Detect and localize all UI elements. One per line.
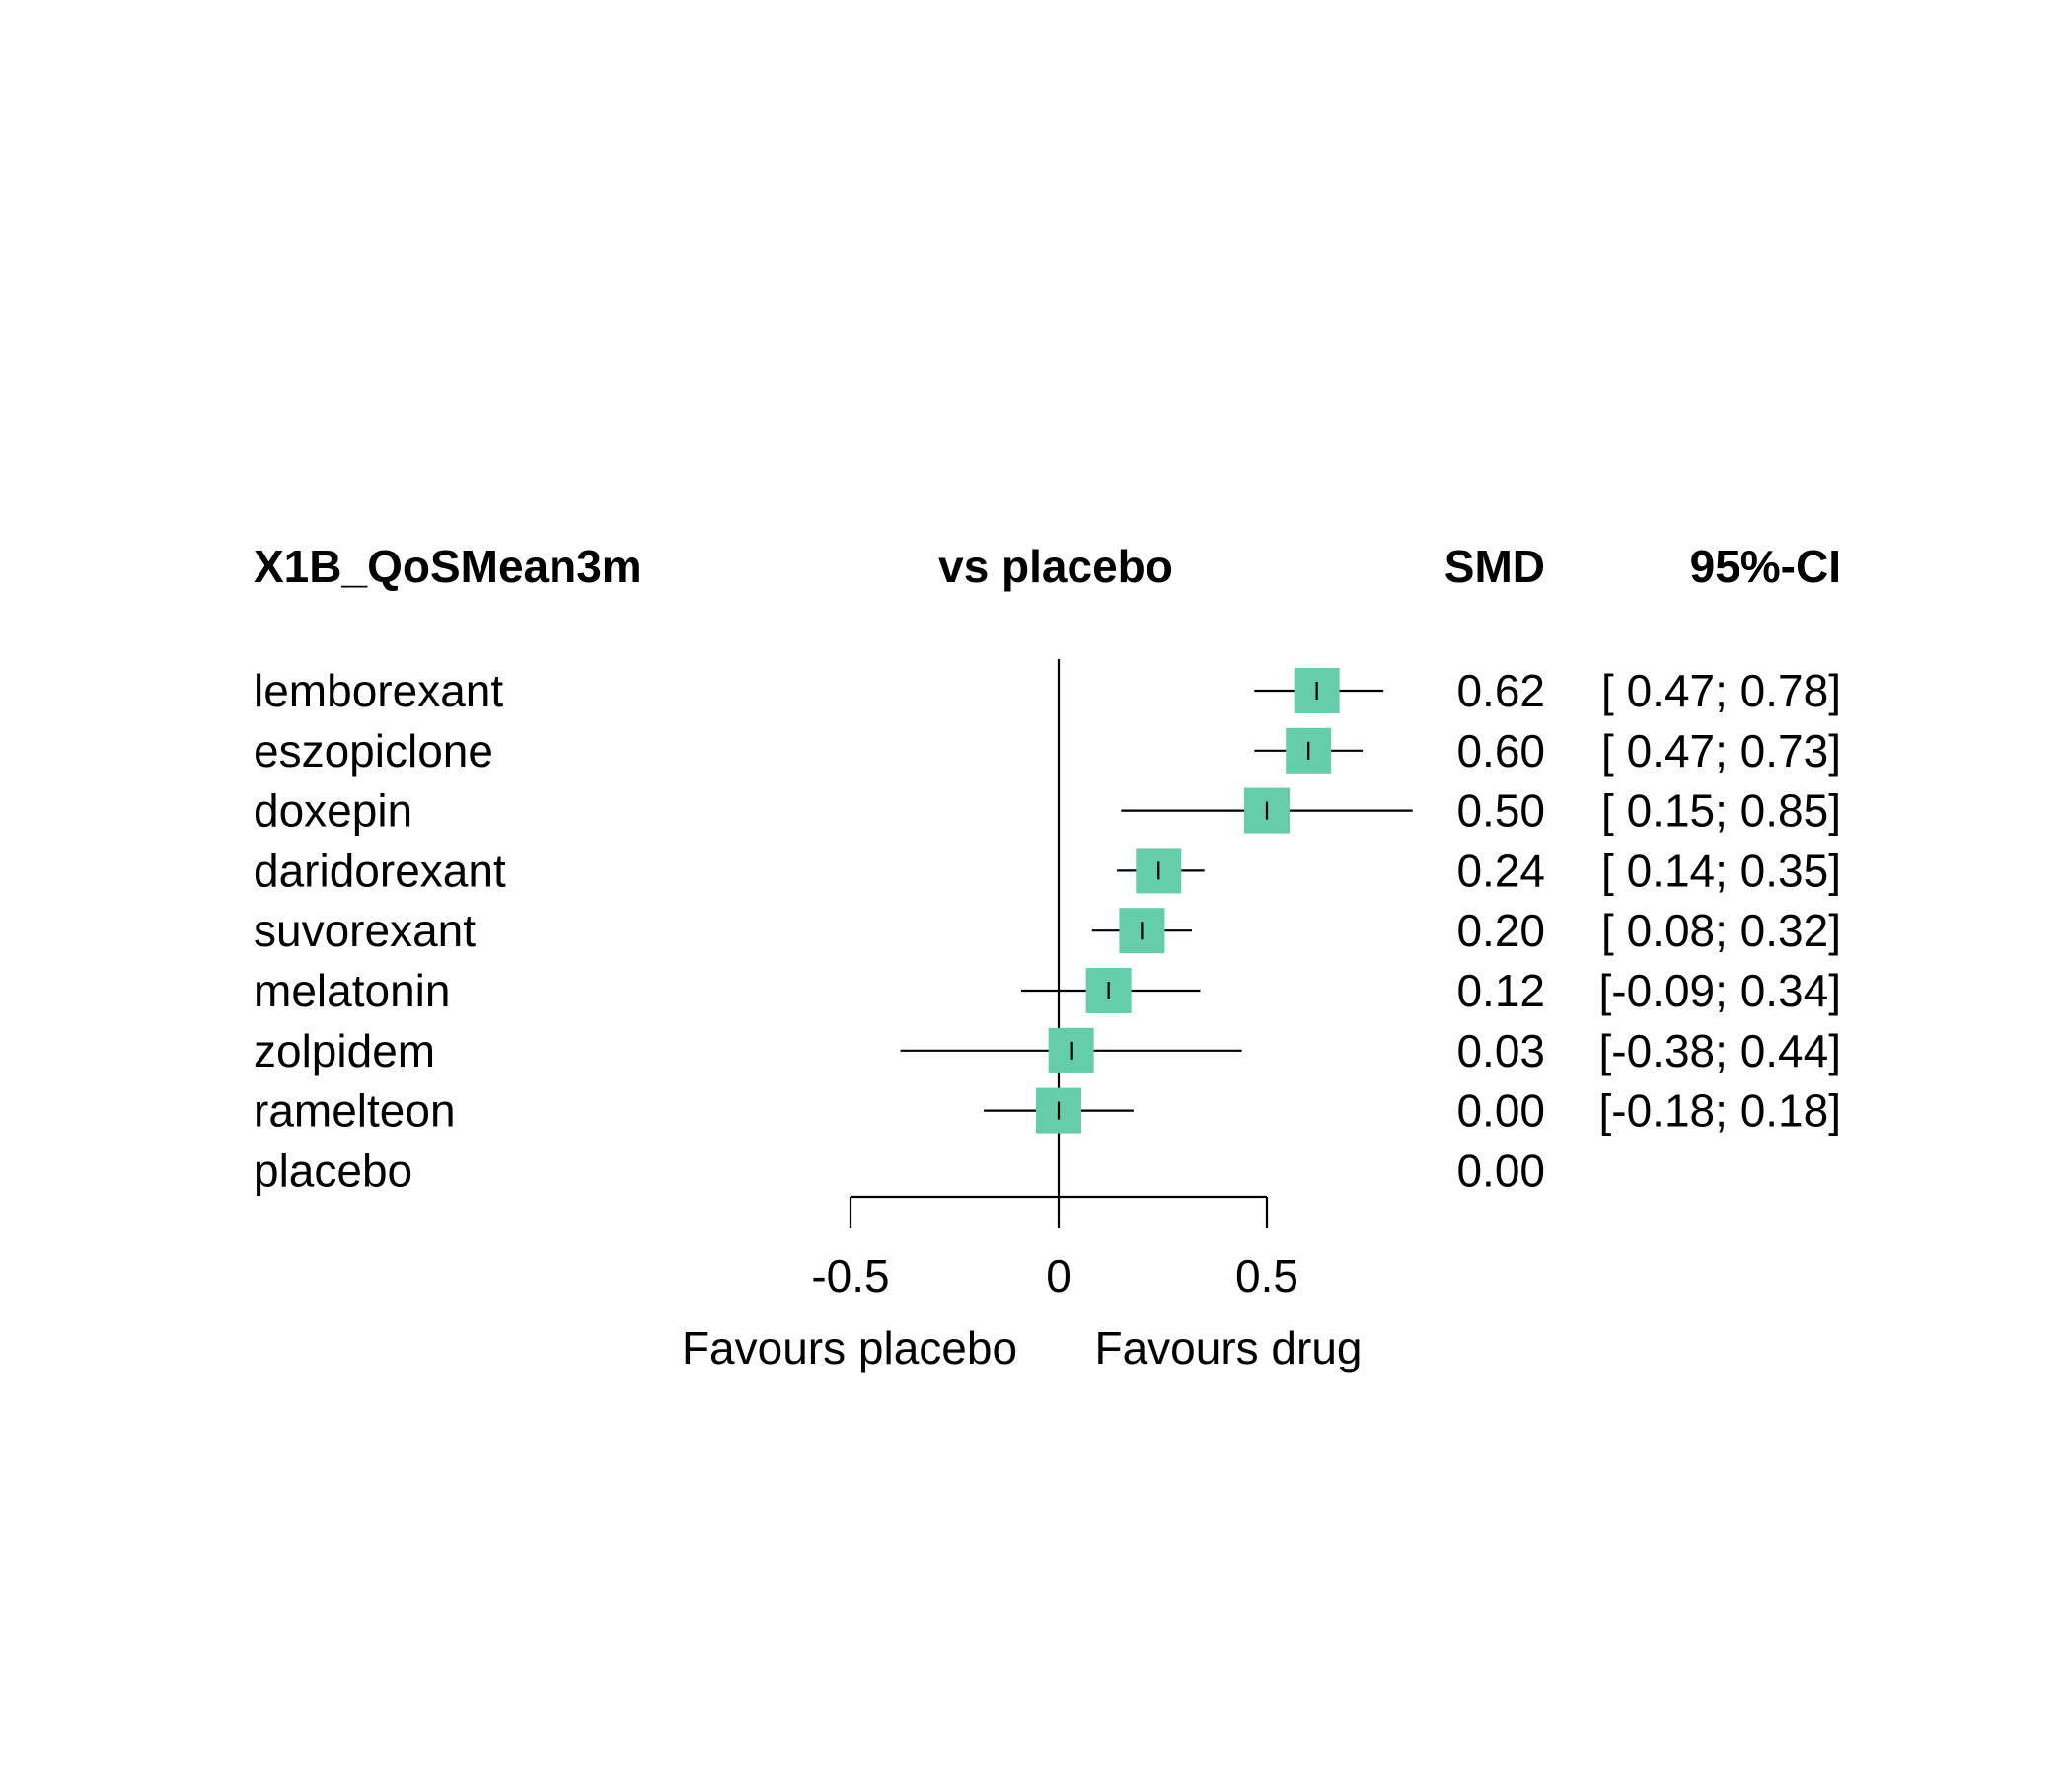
forest-row: lemborexant 0.62 [ 0.47; 0.78] (254, 665, 1841, 716)
x-tick-label: 0.5 (1235, 1250, 1298, 1301)
row-label: eszopiclone (254, 725, 493, 777)
forest-row: doxepin 0.50 [ 0.15; 0.85] (254, 785, 1841, 837)
forest-row: ramelteon 0.00 [-0.18; 0.18] (254, 1085, 1841, 1137)
ci-value: [-0.18; 0.18] (1599, 1085, 1842, 1137)
favours-placebo-label: Favours placebo (682, 1322, 1017, 1373)
row-label: daridorexant (254, 845, 506, 896)
forest-rows: lemborexant 0.62 [ 0.47; 0.78] eszopiclone 0… (254, 665, 1841, 1196)
x-axis: -0.5 0 0.5 (811, 1195, 1298, 1301)
header-ci: 95%-CI (1690, 541, 1841, 592)
row-label: lemborexant (254, 665, 503, 716)
smd-value: 0.00 (1456, 1145, 1545, 1196)
x-tick-label: -0.5 (811, 1250, 889, 1301)
x-tick-label: 0 (1046, 1250, 1072, 1301)
forest-row: eszopiclone 0.60 [ 0.47; 0.73] (254, 725, 1841, 777)
forest-row: suvorexant 0.20 [ 0.08; 0.32] (254, 905, 1841, 956)
ci-value: [ 0.14; 0.35] (1601, 845, 1841, 896)
forest-row: placebo 0.00 (254, 1145, 1545, 1196)
header-outcome: X1B_QoSMean3m (254, 541, 642, 592)
smd-value: 0.60 (1456, 725, 1545, 777)
row-label: melatonin (254, 965, 450, 1016)
ci-value: [ 0.15; 0.85] (1601, 785, 1841, 837)
smd-value: 0.24 (1456, 845, 1545, 896)
smd-value: 0.50 (1456, 785, 1545, 837)
row-label: zolpidem (254, 1025, 435, 1076)
x-axis-labels: Favours placebo Favours drug (682, 1322, 1363, 1373)
ci-value: [-0.38; 0.44] (1599, 1025, 1842, 1076)
row-label: suvorexant (254, 905, 476, 956)
row-label: doxepin (254, 785, 412, 837)
ci-value: [ 0.47; 0.78] (1601, 665, 1841, 716)
row-label: placebo (254, 1145, 412, 1196)
smd-value: 0.62 (1456, 665, 1545, 716)
smd-value: 0.00 (1456, 1085, 1545, 1137)
header-smd: SMD (1444, 541, 1545, 592)
row-label: ramelteon (254, 1085, 456, 1137)
favours-drug-label: Favours drug (1094, 1322, 1362, 1373)
smd-value: 0.03 (1456, 1025, 1545, 1076)
ci-value: [ 0.08; 0.32] (1601, 905, 1841, 956)
column-headers: X1B_QoSMean3m vs placebo SMD 95%-CI (254, 541, 1841, 592)
forest-row: daridorexant 0.24 [ 0.14; 0.35] (254, 845, 1841, 896)
forest-row: zolpidem 0.03 [-0.38; 0.44] (254, 1025, 1841, 1076)
ci-value: [-0.09; 0.34] (1599, 965, 1842, 1016)
ci-value: [ 0.47; 0.73] (1601, 725, 1841, 777)
header-comparison: vs placebo (938, 541, 1173, 592)
smd-value: 0.12 (1456, 965, 1545, 1016)
forest-row: melatonin 0.12 [-0.09; 0.34] (254, 965, 1841, 1016)
smd-value: 0.20 (1456, 905, 1545, 956)
